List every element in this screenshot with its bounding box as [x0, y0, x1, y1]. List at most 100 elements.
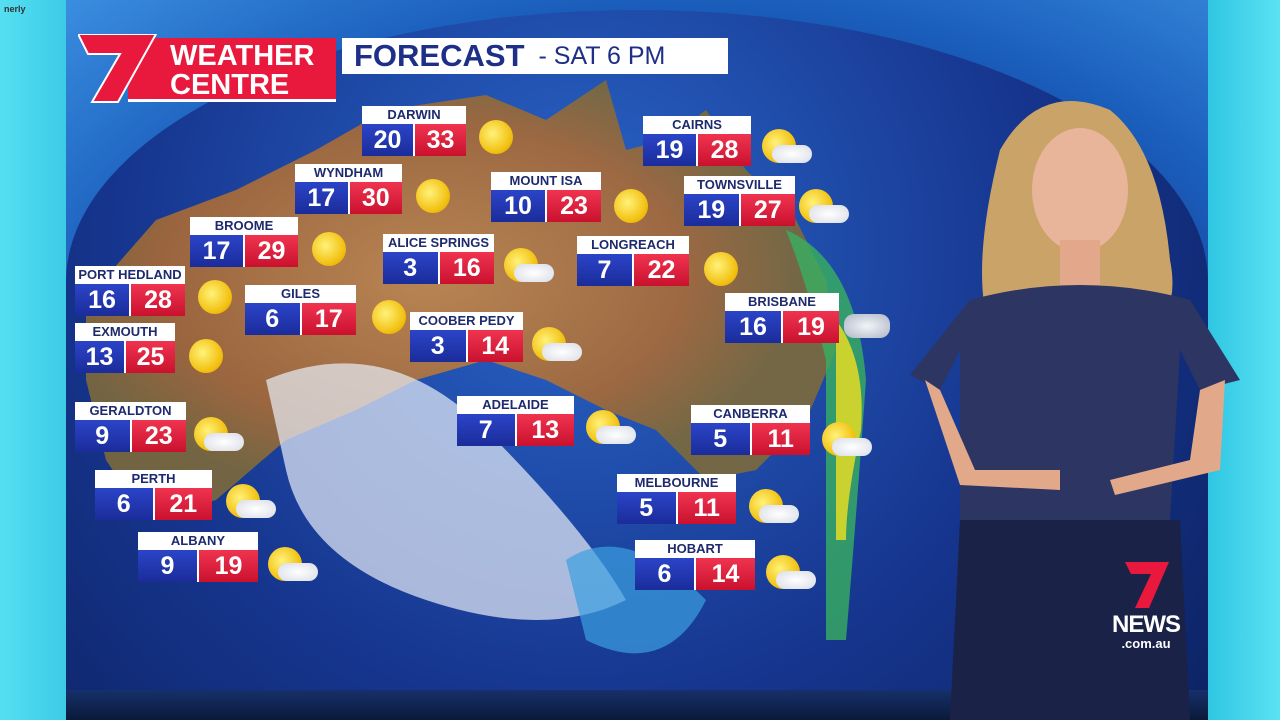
presenter	[910, 101, 1240, 720]
max-temp: 33	[413, 124, 466, 156]
studio-wall-left	[0, 0, 66, 720]
max-temp: 14	[465, 330, 523, 362]
city-card-longreach: LONGREACH 7 22	[577, 236, 689, 286]
max-temp: 11	[675, 492, 736, 524]
partly-cloudy-icon	[818, 420, 872, 460]
corner-text: nerly	[4, 4, 26, 14]
city-name: COOBER PEDY	[410, 312, 523, 330]
min-temp: 17	[190, 235, 243, 267]
city-name: DARWIN	[362, 106, 466, 124]
max-temp: 28	[129, 284, 185, 316]
partly-cloudy-icon	[762, 553, 816, 593]
city-name: PERTH	[95, 470, 212, 488]
city-card-adelaide: ADELAIDE 7 13	[457, 396, 574, 446]
min-temp: 5	[617, 492, 676, 524]
min-temp: 3	[383, 252, 438, 284]
min-temp: 20	[362, 124, 413, 156]
city-card-port-hedland: PORT HEDLAND 16 28	[75, 266, 185, 316]
city-card-perth: PERTH 6 21	[95, 470, 212, 520]
max-temp: 28	[696, 134, 751, 166]
max-temp: 16	[437, 252, 494, 284]
forecast-title: FORECAST	[354, 38, 525, 73]
city-name: LONGREACH	[577, 236, 689, 254]
city-card-alice-springs: ALICE SPRINGS 3 16	[383, 234, 494, 284]
city-name: EXMOUTH	[75, 323, 175, 341]
city-name: HOBART	[635, 540, 755, 558]
city-name: CANBERRA	[691, 405, 810, 423]
partly-cloudy-icon	[528, 325, 582, 365]
cloud-icon	[844, 304, 890, 344]
max-temp: 19	[197, 550, 258, 582]
max-temp: 11	[749, 423, 810, 455]
city-card-geraldton: GERALDTON 9 23	[75, 402, 186, 452]
city-name: TOWNSVILLE	[684, 176, 795, 194]
max-temp: 27	[738, 194, 795, 226]
city-card-brisbane: BRISBANE 16 19	[725, 293, 839, 343]
city-card-townsville: TOWNSVILLE 19 27	[684, 176, 795, 226]
sun-icon	[308, 230, 352, 270]
max-temp: 23	[545, 190, 601, 222]
city-name: GILES	[245, 285, 356, 303]
partly-cloudy-icon	[264, 545, 318, 585]
max-temp: 25	[124, 341, 175, 373]
seven-news-logo: NEWS .com.au	[1096, 560, 1196, 651]
min-temp: 19	[684, 194, 739, 226]
sun-icon	[368, 298, 412, 338]
min-temp: 6	[95, 488, 153, 520]
forecast-title-bar: FORECAST - SAT 6 PM	[342, 38, 728, 74]
min-temp: 13	[75, 341, 124, 373]
min-temp: 17	[295, 182, 348, 214]
min-temp: 16	[75, 284, 129, 316]
weather-centre-banner: WEATHER CENTRE	[128, 38, 336, 102]
city-card-cairns: CAIRNS 19 28	[643, 116, 751, 166]
brand-line-1: WEATHER	[170, 40, 315, 72]
city-name: BROOME	[190, 217, 298, 235]
city-card-coober-pedy: COOBER PEDY 3 14	[410, 312, 523, 362]
min-temp: 7	[457, 414, 515, 446]
min-temp: 6	[245, 303, 300, 335]
sun-icon	[475, 118, 519, 158]
sun-icon	[700, 250, 744, 290]
partly-cloudy-icon	[582, 408, 636, 448]
sun-icon	[194, 278, 238, 318]
seven-news-logo-icon	[1125, 562, 1169, 608]
city-name: ALICE SPRINGS	[383, 234, 494, 252]
city-card-exmouth: EXMOUTH 13 25	[75, 323, 175, 373]
partly-cloudy-icon	[758, 127, 812, 167]
news-logo-text: NEWS	[1112, 611, 1181, 638]
city-card-wyndham: WYNDHAM 17 30	[295, 164, 402, 214]
sun-icon	[412, 177, 456, 217]
city-name: CAIRNS	[643, 116, 751, 134]
seven-logo-icon	[78, 34, 158, 103]
min-temp: 3	[410, 330, 466, 362]
partly-cloudy-icon	[222, 482, 276, 522]
city-name: WYNDHAM	[295, 164, 402, 182]
city-card-melbourne: MELBOURNE 5 11	[617, 474, 736, 524]
min-temp: 6	[635, 558, 694, 590]
city-card-canberra: CANBERRA 5 11	[691, 405, 810, 455]
city-card-giles: GILES 6 17	[245, 285, 356, 335]
partly-cloudy-icon	[190, 415, 244, 455]
max-temp: 23	[129, 420, 186, 452]
min-temp: 16	[725, 311, 781, 343]
sun-icon	[610, 187, 654, 227]
forecast-time: - SAT 6 PM	[538, 41, 666, 70]
min-temp: 10	[491, 190, 545, 222]
news-logo-domain: .com.au	[1121, 636, 1171, 651]
min-temp: 9	[138, 550, 197, 582]
partly-cloudy-icon	[795, 187, 849, 227]
min-temp: 9	[75, 420, 130, 452]
max-temp: 30	[347, 182, 402, 214]
city-card-broome: BROOME 17 29	[190, 217, 298, 267]
min-temp: 5	[691, 423, 750, 455]
city-card-albany: ALBANY 9 19	[138, 532, 258, 582]
city-card-darwin: DARWIN 20 33	[362, 106, 466, 156]
city-card-mount-isa: MOUNT ISA 10 23	[491, 172, 601, 222]
partly-cloudy-icon	[500, 246, 554, 286]
min-temp: 19	[643, 134, 696, 166]
max-temp: 22	[632, 254, 689, 286]
max-temp: 29	[243, 235, 298, 267]
sun-icon	[185, 337, 229, 377]
city-name: BRISBANE	[725, 293, 839, 311]
max-temp: 19	[781, 311, 839, 343]
